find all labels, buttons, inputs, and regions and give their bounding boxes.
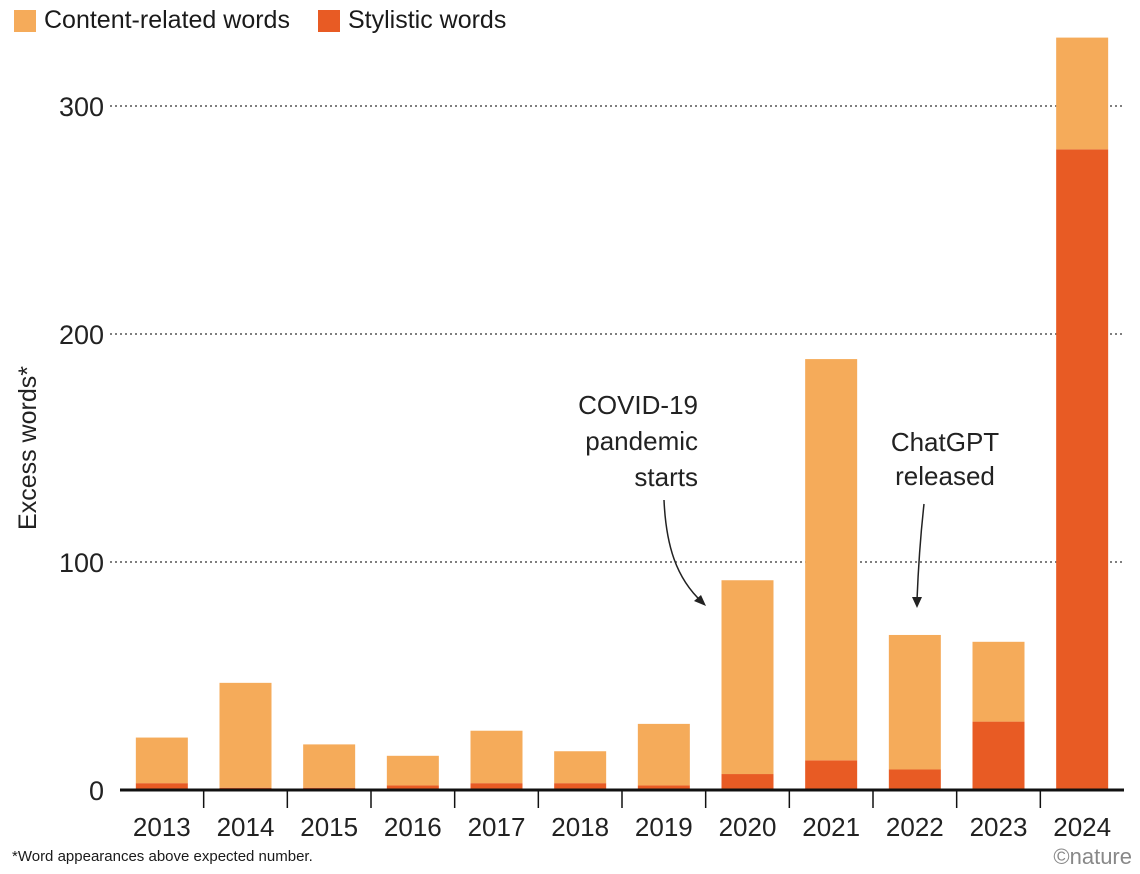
x-tick-label-2020: 2020 — [719, 812, 777, 842]
annotation-chatgpt-arrowhead — [912, 597, 922, 608]
bar-stylistic-2023 — [972, 721, 1025, 790]
x-tick-label-2015: 2015 — [300, 812, 358, 842]
x-tick-label-2021: 2021 — [802, 812, 860, 842]
legend-label-content: Content-related words — [44, 6, 290, 34]
bar-stylistic-2022 — [888, 769, 941, 790]
annotation-covid-arrow — [663, 499, 703, 603]
annotation-covid-arrowhead — [694, 595, 706, 606]
bar-stylistic-2021 — [805, 760, 858, 790]
y-axis-label: Excess words* — [14, 366, 42, 530]
y-tick-label-0: 0 — [89, 776, 104, 806]
bar-content-2019 — [637, 723, 690, 786]
bar-content-2023 — [972, 641, 1025, 722]
footnote: *Word appearances above expected number. — [12, 848, 313, 865]
annotation-chatgpt-arrow — [916, 503, 925, 601]
bar-stylistic-2020 — [721, 774, 774, 790]
bar-stylistic-2019 — [637, 785, 690, 790]
nature-logo: ©nature — [1053, 844, 1132, 869]
bar-stylistic-2024 — [1056, 149, 1109, 790]
x-tick-label-2023: 2023 — [970, 812, 1028, 842]
bar-content-2017 — [470, 730, 523, 784]
bar-content-2015 — [303, 744, 356, 788]
bar-content-2024 — [1056, 37, 1109, 150]
bar-stylistic-2017 — [470, 783, 523, 790]
bar-stylistic-2016 — [386, 785, 439, 790]
x-tick-label-2017: 2017 — [468, 812, 526, 842]
legend-item-stylistic: Stylistic words — [317, 6, 507, 35]
annotation-chatgpt-line-1: ChatGPT — [891, 427, 999, 457]
bar-content-2014 — [219, 682, 272, 788]
x-tick-label-2022: 2022 — [886, 812, 944, 842]
legend-swatch-content — [14, 9, 36, 32]
legend: Content-related words Stylistic words — [14, 6, 534, 35]
x-tick-label-2016: 2016 — [384, 812, 442, 842]
bar-stylistic-2013 — [135, 783, 188, 790]
annotation-covid-line-3: starts — [634, 462, 698, 492]
x-tick-label-2019: 2019 — [635, 812, 693, 842]
bar-content-2013 — [135, 737, 188, 784]
annotation-chatgpt-line-2: released — [895, 461, 995, 491]
y-tick-label-100: 100 — [59, 548, 104, 578]
x-tick-label-2013: 2013 — [133, 812, 191, 842]
legend-swatch-stylistic — [317, 9, 340, 32]
y-tick-label-300: 300 — [59, 92, 104, 122]
annotation-covid-line-2: pandemic — [585, 426, 698, 456]
legend-item-content: Content-related words — [14, 6, 290, 35]
bar-stylistic-2018 — [554, 783, 607, 790]
bar-content-2018 — [554, 751, 607, 784]
legend-label-stylistic: Stylistic words — [347, 6, 507, 34]
bar-content-2021 — [805, 359, 858, 761]
annotation-covid-line-1: COVID-19 — [578, 390, 698, 420]
bar-content-2022 — [888, 634, 941, 770]
x-tick-label-2024: 2024 — [1053, 812, 1111, 842]
x-tick-label-2018: 2018 — [551, 812, 609, 842]
x-tick-label-2014: 2014 — [217, 812, 275, 842]
bar-content-2020 — [721, 580, 774, 775]
y-tick-label-200: 200 — [59, 320, 104, 350]
bar-content-2016 — [386, 755, 439, 786]
